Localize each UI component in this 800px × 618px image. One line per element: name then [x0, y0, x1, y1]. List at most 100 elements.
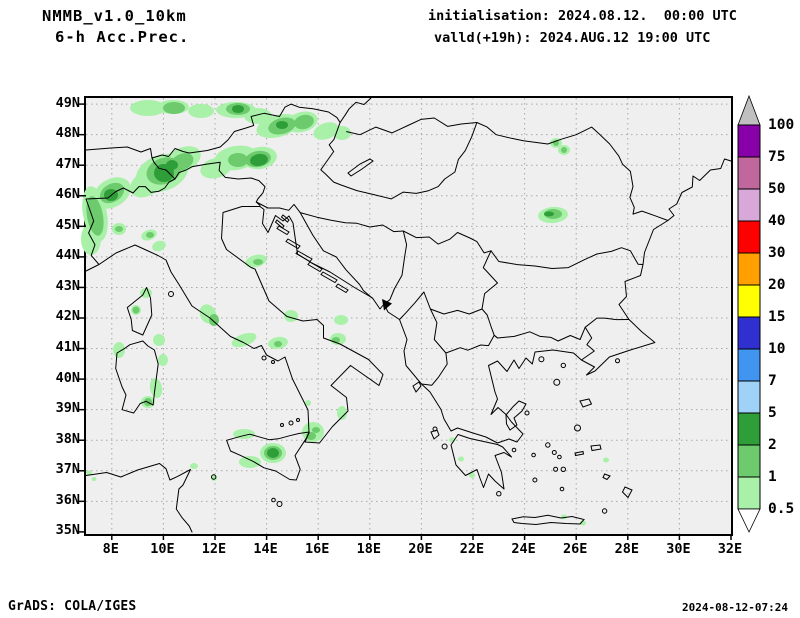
- lat-label: 39N: [55, 400, 80, 417]
- islands-part: [320, 271, 338, 284]
- colorbar-label: 75: [768, 149, 786, 165]
- islands-part: [545, 442, 551, 448]
- islands-part: [559, 486, 565, 492]
- islands-part: [288, 420, 294, 426]
- precip-area-medium-part: [163, 102, 185, 114]
- islands-part: [280, 423, 284, 427]
- country-borders-part: [85, 198, 100, 265]
- precip-area-light-part: [86, 470, 92, 476]
- islands-part: [601, 508, 608, 514]
- colorbar-under-arrow: [737, 508, 761, 533]
- lon-label: 22E: [459, 541, 485, 557]
- islands-part: [532, 477, 538, 483]
- precip-area-medium-part: [115, 226, 123, 232]
- precip-area-light-part: [200, 157, 232, 179]
- islands-part: [524, 410, 530, 416]
- country-borders-part: [399, 291, 448, 386]
- lon-label: 8E: [102, 541, 119, 557]
- precip-area-medium-part: [86, 196, 104, 236]
- islands-part: [307, 261, 323, 273]
- colorbar-label: 7: [768, 373, 777, 389]
- lon-label: 32E: [717, 541, 743, 557]
- precip-area-medium-part: [312, 427, 320, 433]
- islands-part: [295, 250, 313, 263]
- lat-label: 44N: [55, 247, 80, 264]
- lat-label: 46N: [55, 186, 80, 203]
- precip-area-dark-part: [250, 153, 268, 167]
- islands-part: [274, 219, 285, 229]
- colorbar-label: 100: [768, 117, 795, 133]
- lat-label: 42N: [55, 308, 80, 325]
- colorbar-bar: [737, 94, 761, 533]
- precip-area-dark-part: [544, 211, 554, 217]
- islands-part: [280, 214, 290, 223]
- country-borders-part: [346, 117, 478, 136]
- colorbar-cell: [737, 124, 761, 158]
- islands-part: [602, 473, 611, 481]
- islands-part: [560, 466, 566, 472]
- precip-area-medium-part: [294, 114, 314, 130]
- precip-area-light-part: [333, 126, 351, 140]
- islands-part: [496, 491, 502, 497]
- lon-label: 28E: [614, 541, 639, 557]
- islands-part: [557, 454, 562, 460]
- islands-part: [511, 447, 517, 453]
- coast-italy-adriatic-greece-blacksea: [85, 158, 732, 444]
- precip-area-light-part: [158, 354, 168, 366]
- country-borders-part: [85, 161, 266, 206]
- lat-label: 38N: [55, 430, 80, 447]
- islands-part: [511, 514, 585, 526]
- colorbar-legend: 100 75 50 40 30 20 15 10 7 5 2 1 0.5: [737, 94, 797, 540]
- country-borders-part: [255, 201, 373, 299]
- country-borders-part: [402, 230, 644, 269]
- grads-credit: GrADS: COLA/IGES: [8, 599, 137, 614]
- country-borders-part: [481, 250, 498, 310]
- islands-part: [553, 466, 559, 472]
- lat-label: 49N: [55, 94, 80, 111]
- lat-label: 45N: [55, 216, 80, 233]
- islands-part: [347, 158, 374, 177]
- station-triangle-marker: [382, 299, 392, 311]
- precip-area-light-part: [313, 122, 339, 140]
- precip-area-light-part: [91, 477, 97, 481]
- islands-part: [430, 429, 440, 440]
- precip-area-light-part: [149, 378, 163, 398]
- colorbar-label: 1: [768, 469, 777, 485]
- precip-area-medium-part: [209, 314, 219, 326]
- country-borders-part: [299, 212, 408, 305]
- colorbar-label: 50: [768, 181, 786, 197]
- precip-area-light-part: [239, 456, 261, 468]
- lon-label: 12E: [201, 541, 227, 557]
- precip-area-medium-part: [274, 341, 282, 347]
- colorbar-cell: [737, 284, 761, 318]
- map-canvas: [78, 97, 732, 540]
- lat-label: 48N: [55, 125, 80, 142]
- islands: [168, 158, 633, 526]
- creation-timestamp: 2024-08-12-07:24: [682, 601, 788, 614]
- coast-corsica: [126, 287, 153, 336]
- coast-sardinia: [115, 340, 159, 414]
- precip-area-medium-part: [228, 153, 248, 167]
- lat-label: 37N: [55, 461, 80, 478]
- precip-area-dark-part: [276, 121, 288, 129]
- valid-line: valld(+19h): 2024.AUG.12 19:00 UTC: [434, 30, 711, 46]
- precip-area-medium-part: [253, 259, 263, 265]
- coastlines: [85, 158, 732, 533]
- islands-part: [261, 355, 267, 361]
- lon-label: 20E: [408, 541, 433, 557]
- islands-part: [560, 362, 566, 369]
- islands-part: [615, 358, 620, 364]
- islands-part: [590, 444, 602, 452]
- islands-part: [551, 450, 557, 455]
- lon-label: 26E: [562, 541, 588, 557]
- lat-label: 41N: [55, 339, 80, 356]
- coast-sicily: [226, 431, 310, 481]
- colorbar-cell: [737, 444, 761, 478]
- country-borders-part: [476, 122, 669, 221]
- islands-part: [412, 381, 422, 393]
- colorbar-label: 15: [768, 309, 786, 325]
- precip-area-light-part: [188, 104, 214, 118]
- colorbar-label: 30: [768, 245, 786, 261]
- lat-label: 36N: [55, 491, 80, 508]
